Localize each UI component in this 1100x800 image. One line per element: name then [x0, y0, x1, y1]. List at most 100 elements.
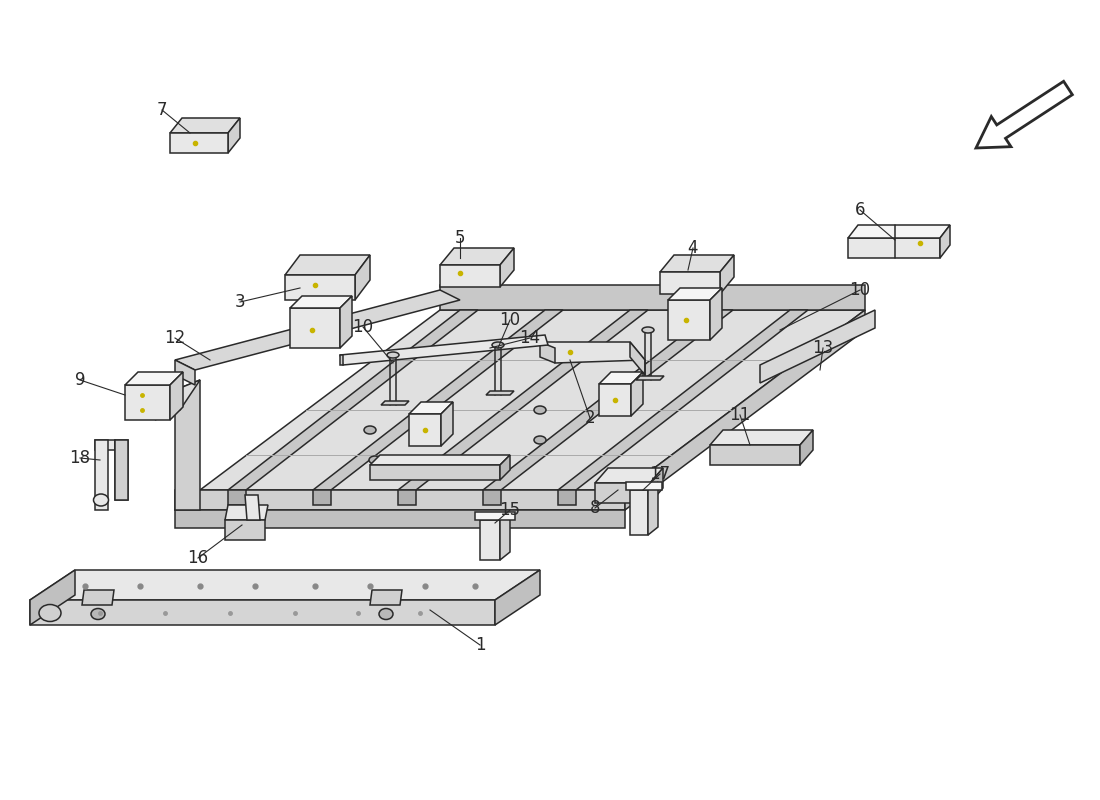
Polygon shape: [558, 490, 576, 505]
Polygon shape: [290, 296, 352, 308]
Text: 17: 17: [649, 465, 671, 483]
Polygon shape: [226, 520, 265, 540]
Ellipse shape: [387, 352, 399, 358]
Polygon shape: [540, 342, 556, 363]
Polygon shape: [95, 440, 116, 450]
Polygon shape: [155, 380, 200, 420]
Text: 11: 11: [729, 406, 750, 424]
Text: 1: 1: [475, 636, 485, 654]
Ellipse shape: [492, 342, 504, 348]
Text: 6: 6: [855, 201, 866, 219]
Polygon shape: [370, 590, 402, 605]
Polygon shape: [660, 255, 734, 272]
Polygon shape: [175, 490, 625, 510]
Polygon shape: [30, 600, 495, 625]
Polygon shape: [245, 495, 260, 520]
Polygon shape: [398, 310, 648, 490]
Polygon shape: [30, 570, 540, 600]
Polygon shape: [720, 255, 734, 294]
Polygon shape: [630, 490, 648, 535]
Polygon shape: [290, 308, 340, 348]
Polygon shape: [170, 133, 228, 153]
Polygon shape: [175, 290, 460, 370]
Polygon shape: [600, 372, 643, 384]
Polygon shape: [660, 272, 720, 294]
Polygon shape: [314, 310, 563, 490]
Polygon shape: [285, 275, 355, 300]
Text: 7: 7: [156, 101, 167, 119]
Polygon shape: [285, 255, 370, 275]
Polygon shape: [760, 310, 874, 383]
Ellipse shape: [534, 406, 546, 414]
Polygon shape: [228, 118, 240, 153]
Polygon shape: [116, 440, 128, 500]
Polygon shape: [625, 310, 865, 510]
Polygon shape: [175, 360, 195, 385]
Ellipse shape: [534, 436, 546, 444]
Polygon shape: [409, 402, 453, 414]
Polygon shape: [848, 238, 940, 258]
Text: 10: 10: [352, 318, 374, 336]
Polygon shape: [495, 570, 540, 625]
Polygon shape: [483, 490, 500, 505]
Text: 9: 9: [75, 371, 86, 389]
Text: 12: 12: [164, 329, 186, 347]
Polygon shape: [800, 430, 813, 465]
Polygon shape: [500, 512, 510, 560]
Polygon shape: [486, 391, 514, 395]
Polygon shape: [480, 520, 501, 560]
Polygon shape: [175, 380, 200, 510]
Polygon shape: [648, 482, 658, 535]
Polygon shape: [381, 401, 409, 405]
Text: 5: 5: [454, 229, 465, 247]
Text: 10: 10: [499, 311, 520, 329]
Polygon shape: [710, 288, 722, 340]
Polygon shape: [636, 376, 664, 380]
Polygon shape: [340, 335, 548, 365]
Polygon shape: [170, 372, 183, 420]
Ellipse shape: [91, 609, 104, 619]
Polygon shape: [170, 118, 240, 133]
Polygon shape: [200, 310, 865, 490]
Polygon shape: [314, 490, 331, 505]
Polygon shape: [175, 510, 625, 528]
Polygon shape: [595, 468, 663, 483]
Polygon shape: [125, 385, 170, 420]
Text: 8: 8: [590, 499, 601, 517]
Polygon shape: [370, 455, 510, 465]
Polygon shape: [228, 490, 246, 505]
Text: 14: 14: [519, 329, 540, 347]
Polygon shape: [440, 265, 500, 287]
Polygon shape: [125, 372, 183, 385]
Polygon shape: [30, 570, 75, 625]
Text: 3: 3: [234, 293, 245, 311]
Polygon shape: [398, 490, 416, 505]
Polygon shape: [483, 310, 733, 490]
Polygon shape: [710, 430, 813, 445]
Ellipse shape: [368, 456, 381, 464]
Polygon shape: [440, 285, 865, 310]
Polygon shape: [631, 372, 644, 416]
Polygon shape: [226, 505, 268, 520]
Polygon shape: [940, 225, 950, 258]
Ellipse shape: [379, 609, 393, 619]
Polygon shape: [630, 342, 645, 375]
Ellipse shape: [364, 426, 376, 434]
Polygon shape: [595, 483, 650, 503]
Polygon shape: [409, 414, 441, 446]
Polygon shape: [540, 342, 645, 363]
Text: 18: 18: [69, 449, 90, 467]
Polygon shape: [370, 465, 500, 480]
Text: 13: 13: [813, 339, 834, 357]
Polygon shape: [500, 455, 510, 480]
Polygon shape: [976, 82, 1072, 148]
Polygon shape: [668, 288, 722, 300]
Ellipse shape: [39, 605, 60, 622]
Polygon shape: [500, 248, 514, 287]
Polygon shape: [441, 402, 453, 446]
Polygon shape: [626, 482, 662, 490]
Text: 15: 15: [499, 501, 520, 519]
Polygon shape: [340, 355, 343, 365]
Ellipse shape: [94, 494, 109, 506]
Text: 4: 4: [688, 239, 698, 257]
